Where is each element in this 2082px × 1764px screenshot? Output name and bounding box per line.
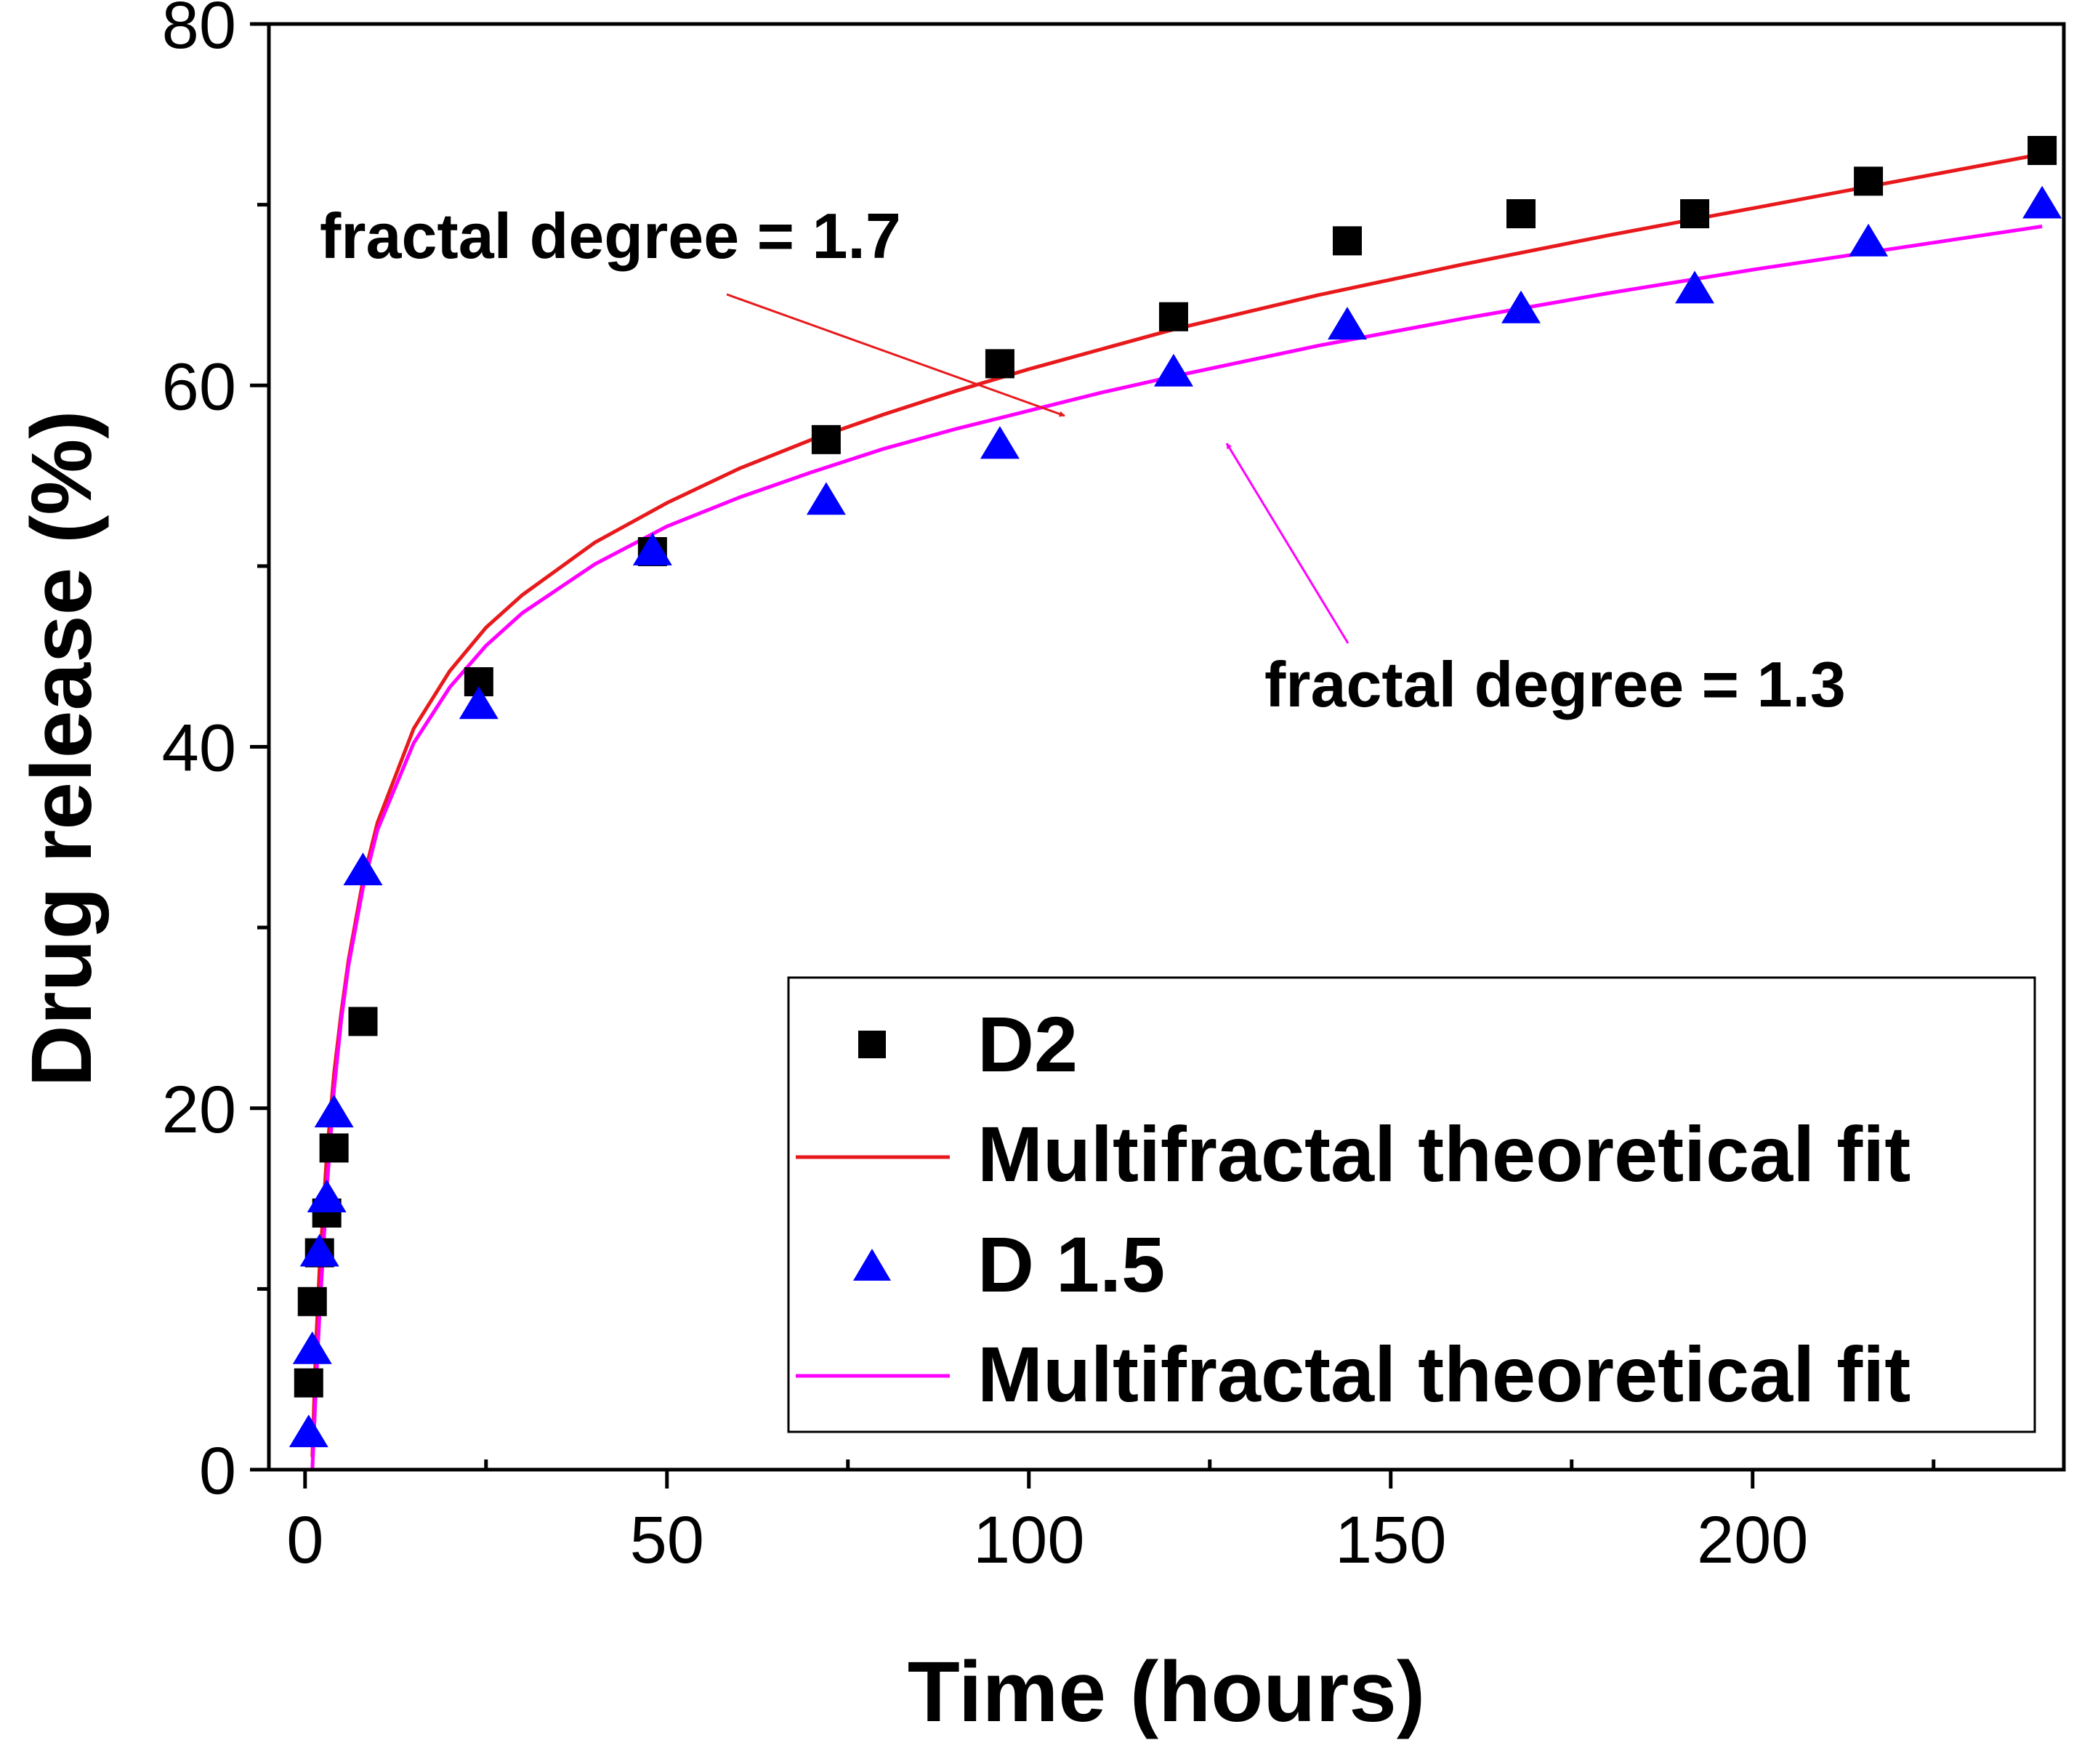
d15-point [1849, 223, 1889, 257]
x-tick-labels: 0 50 100 150 200 [286, 1503, 1808, 1577]
legend-label-fit-magenta: Multifractal theoretical fit [977, 1330, 1910, 1418]
d15-point [1327, 307, 1367, 340]
x-tick-label: 200 [1697, 1503, 1809, 1577]
legend-label-fit-red: Multifractal theoretical fit [977, 1110, 1910, 1198]
d2-point [811, 424, 841, 454]
d15-point [289, 1414, 328, 1448]
d15-point [343, 853, 383, 885]
y-tick-label: 40 [162, 712, 236, 786]
legend-label-d15: D 1.5 [977, 1220, 1165, 1308]
d2-point [1854, 166, 1884, 196]
d15-point [292, 1331, 332, 1364]
d2-point [297, 1286, 327, 1316]
d2-point [348, 1007, 378, 1036]
d15-point [1501, 290, 1541, 323]
y-axis-title: Drug release (%) [14, 410, 110, 1087]
fit-curve-3 [310, 225, 2043, 1470]
y-tick-label: 80 [162, 0, 236, 63]
d15-point [806, 482, 846, 515]
y-tick-labels: 0 20 40 60 80 [162, 0, 236, 1508]
d2-point [1332, 226, 1362, 256]
legend: D2 Multifractal theoretical fit D 1.5 Mu… [787, 976, 2036, 1433]
d15-point [1153, 353, 1193, 387]
annotation-text-1-7: fractal degree = 1.7 [320, 200, 901, 272]
legend-box [787, 976, 2036, 1433]
d15-point [314, 1095, 354, 1128]
x-tick-label: 100 [973, 1503, 1085, 1577]
d15-point [632, 532, 672, 565]
d2-point [319, 1133, 349, 1163]
d2-point [1680, 199, 1710, 229]
d15-point [307, 1180, 347, 1212]
axis-ticks [250, 22, 1936, 1489]
x-tick-label: 50 [630, 1503, 704, 1577]
legend-marker-d2 [858, 1031, 886, 1058]
x-tick-label: 150 [1335, 1503, 1447, 1577]
d2-point [294, 1368, 323, 1398]
x-axis-title: Time (hours) [908, 1644, 1425, 1740]
annotation-text-1-3: fractal degree = 1.3 [1264, 648, 1846, 720]
d15-point [980, 426, 1020, 459]
data-markers [289, 136, 2062, 1448]
fit-curves [310, 152, 2043, 1470]
plot-frame [267, 22, 2066, 1472]
y-tick-label: 0 [199, 1434, 236, 1508]
d2-point [2027, 136, 2057, 166]
legend-label-d2: D2 [977, 1000, 1078, 1088]
y-tick-label: 60 [162, 350, 236, 424]
d2-point [1158, 302, 1188, 331]
d15-point [299, 1233, 339, 1267]
annotation-1-7: fractal degree = 1.7 [320, 200, 1065, 417]
d15-point [459, 686, 499, 720]
x-tick-label: 0 [286, 1503, 323, 1577]
annotation-arrow-1-7 [726, 293, 1065, 417]
d2-point [985, 349, 1014, 379]
d15-point [2022, 185, 2062, 219]
annotation-arrow-1-3 [1225, 443, 1349, 644]
annotation-1-3: fractal degree = 1.3 [1225, 443, 1846, 720]
d2-point [1506, 199, 1536, 229]
legend-marker-d15 [853, 1249, 891, 1281]
d15-point [1675, 270, 1715, 304]
y-tick-label: 20 [162, 1073, 236, 1147]
